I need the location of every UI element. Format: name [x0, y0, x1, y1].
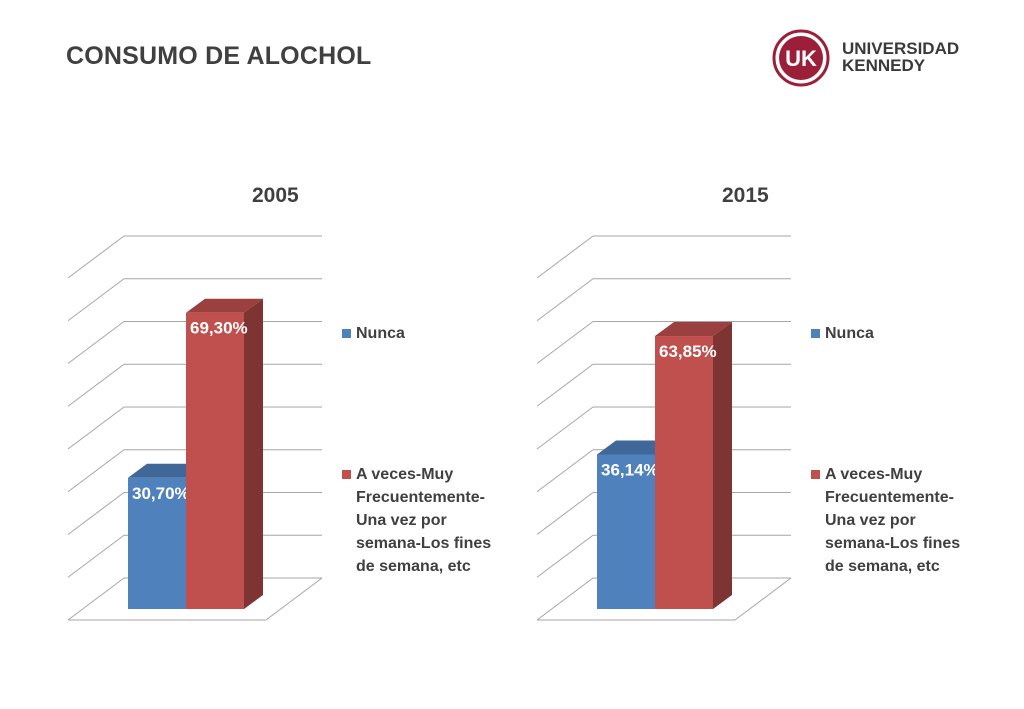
gridline-side — [536, 363, 594, 407]
gridline-side — [536, 492, 594, 535]
gridline-side — [536, 406, 594, 450]
logo-text: UNIVERSIDAD KENNEDY — [842, 40, 959, 74]
gridlines — [536, 235, 792, 621]
bar-side — [244, 298, 263, 609]
floor-edge — [734, 577, 792, 621]
legend-swatch-series-2 — [342, 470, 351, 479]
gridline-side — [536, 577, 594, 621]
bar — [597, 454, 655, 609]
page-title: CONSUMO DE ALOCHOL — [66, 42, 372, 70]
legend-label: A veces-Muy Frecuentemente-Una vez por s… — [825, 466, 961, 575]
gridline-side — [536, 321, 594, 364]
gridline-side — [67, 577, 125, 621]
bar-top — [186, 298, 263, 313]
data-label: 30,70% — [132, 484, 190, 503]
legend-item-nunca: Nunca — [811, 322, 961, 345]
bar — [655, 336, 713, 609]
chart-plot: 30,70% 69,30% — [67, 235, 323, 621]
chart-2015: 2015 36,14% 63,85% Nunca A veces-Muy Frec… — [529, 170, 999, 650]
legend-swatch-series-1 — [811, 329, 820, 338]
gridline-side — [67, 406, 125, 450]
bar — [186, 312, 244, 609]
gridline-side — [536, 449, 594, 493]
gridline-side — [67, 534, 125, 578]
bar-top — [655, 322, 732, 337]
chart-plot: 36,14% 63,85% — [536, 235, 792, 621]
gridline-side — [536, 235, 594, 279]
legend-swatch-series-1 — [342, 329, 351, 338]
chart-title: 2015 — [722, 184, 769, 207]
logo-line-2: KENNEDY — [842, 56, 926, 75]
university-logo: UK — [772, 28, 972, 88]
gridline-side — [67, 363, 125, 407]
legend-item-a-veces: A veces-Muy Frecuentemente-Una vez por s… — [811, 463, 961, 578]
data-label: 69,30% — [190, 319, 248, 338]
legend-item-nunca: Nunca — [342, 322, 492, 345]
bar-top — [128, 463, 205, 478]
legend-swatch-series-2 — [811, 470, 820, 479]
legend-label: Nunca — [356, 325, 405, 342]
logo-line-1: UNIVERSIDAD — [842, 39, 960, 58]
legend-label: Nunca — [825, 325, 874, 342]
logo-mark: UK — [785, 46, 817, 71]
data-label: 36,14% — [601, 461, 659, 480]
floor-edge — [265, 577, 323, 621]
gridline-side — [536, 534, 594, 578]
bar-series-2: 69,30% — [186, 298, 263, 609]
bar-series-2: 63,85% — [655, 322, 732, 609]
chart-2005: 2005 30,70% 69,30% Nunca A veces-Muy Frec… — [60, 170, 530, 650]
gridline-side — [67, 492, 125, 535]
gridline-side — [536, 278, 594, 322]
gridline-side — [67, 449, 125, 493]
bar-side — [713, 322, 732, 609]
bar-top — [597, 440, 674, 455]
data-label: 63,85% — [659, 342, 717, 361]
legend-label: A veces-Muy Frecuentemente-Una vez por s… — [356, 466, 492, 575]
bar — [128, 477, 186, 609]
chart-title: 2005 — [252, 184, 299, 207]
gridline-side — [67, 321, 125, 364]
uk-logo-icon: UK — [772, 29, 830, 87]
legend-item-a-veces: A veces-Muy Frecuentemente-Una vez por s… — [342, 463, 492, 578]
gridline-side — [67, 278, 125, 322]
gridline-side — [67, 235, 125, 279]
